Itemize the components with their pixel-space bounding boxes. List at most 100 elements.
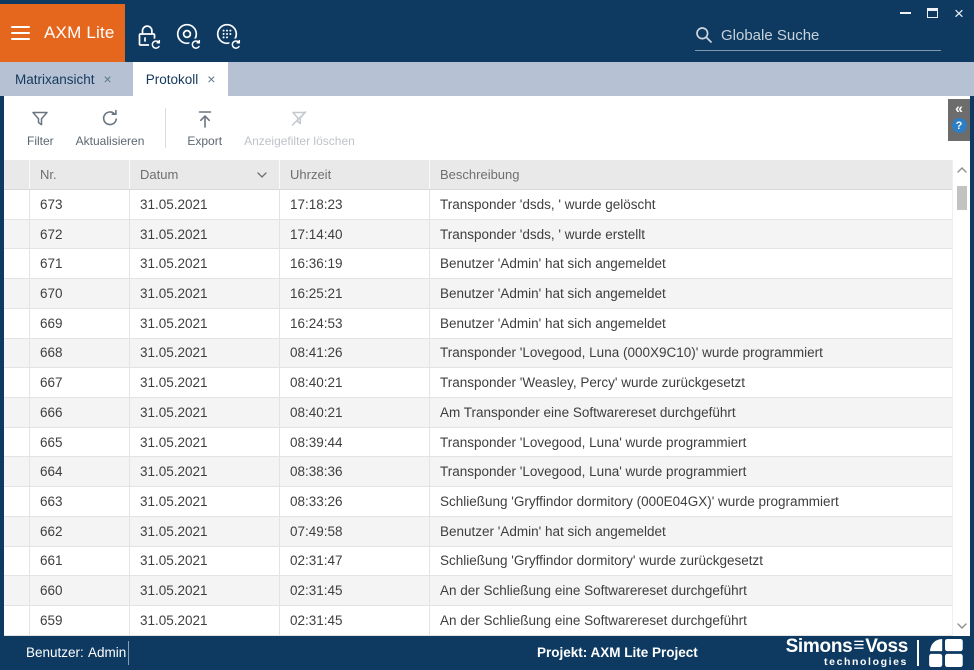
export-button[interactable]: Export	[176, 109, 233, 148]
table-row[interactable]: 667 31.05.2021 08:40:21 Transponder 'Wea…	[4, 368, 952, 399]
search-placeholder: Globale Suche	[721, 26, 820, 44]
transponder-sync-icon[interactable]	[174, 21, 204, 53]
lock-sync-icon[interactable]	[134, 21, 164, 53]
row-marker	[4, 457, 30, 487]
maximize-icon	[926, 8, 938, 18]
table-row[interactable]: 659 31.05.2021 02:31:45 An der Schließun…	[4, 606, 952, 636]
table-row[interactable]: 669 31.05.2021 16:24:53 Benutzer 'Admin'…	[4, 308, 952, 339]
table-row[interactable]: 670 31.05.2021 16:25:21 Benutzer 'Admin'…	[4, 279, 952, 309]
cell-beschreibung: Transponder 'Lovegood, Luna' wurde progr…	[440, 434, 747, 450]
table-row[interactable]: 662 31.05.2021 07:49:58 Benutzer 'Admin'…	[4, 516, 952, 547]
refresh-button[interactable]: Aktualisieren	[65, 109, 156, 148]
column-header-uhrzeit[interactable]: Uhrzeit	[280, 160, 430, 189]
cell-nr: 661	[30, 546, 130, 576]
cell-beschreibung: Transponder 'Lovegood, Luna (000X9C10)' …	[440, 345, 823, 361]
menu-icon[interactable]	[11, 26, 30, 40]
title-bar: AXM Lite	[0, 0, 974, 62]
cell-nr: 662	[30, 516, 130, 546]
table-row[interactable]: 672 31.05.2021 17:14:40 Transponder 'dsd…	[4, 219, 952, 250]
cell-uhrzeit: 08:40:21	[280, 398, 430, 427]
main-content: Filter Aktualisieren	[4, 96, 970, 636]
cell-datum: 31.05.2021	[130, 427, 280, 457]
row-marker	[4, 368, 30, 398]
cell-datum: 31.05.2021	[130, 606, 280, 635]
cell-beschreibung: Transponder 'dsds, ' wurde gelöscht	[440, 196, 656, 212]
table-row[interactable]: 673 31.05.2021 17:18:23 Transponder 'dsd…	[4, 190, 952, 220]
row-marker	[4, 576, 30, 606]
tab-label: Matrixansicht	[15, 71, 95, 87]
pincode-sync-icon[interactable]	[214, 21, 244, 53]
row-marker-header	[4, 160, 30, 189]
toolbar-separator	[165, 108, 167, 148]
global-search-input[interactable]: Globale Suche	[695, 26, 941, 51]
help-icon[interactable]: ?	[951, 118, 967, 133]
table-row[interactable]: 665 31.05.2021 08:39:44 Transponder 'Lov…	[4, 427, 952, 458]
cell-nr: 671	[30, 249, 130, 279]
app-logo-block: AXM Lite	[0, 4, 125, 62]
clear-filter-button[interactable]: Anzeigefilter löschen	[233, 109, 366, 148]
cell-nr: 670	[30, 279, 130, 308]
tab-protokoll[interactable]: Protokoll ×	[132, 62, 229, 96]
cell-beschreibung: Benutzer 'Admin' hat sich angemeldet	[440, 256, 666, 272]
cell-uhrzeit: 07:49:58	[280, 516, 430, 546]
cell-datum: 31.05.2021	[130, 546, 280, 576]
column-header-nr[interactable]: Nr.	[30, 160, 130, 189]
row-marker	[4, 249, 30, 279]
simonsvoss-logo-icon	[924, 639, 966, 667]
tab-close-icon[interactable]: ×	[207, 71, 216, 87]
cell-beschreibung: Transponder 'Weasley, Percy' wurde zurüc…	[440, 375, 746, 391]
filter-button[interactable]: Filter	[16, 109, 65, 148]
collapse-icon[interactable]: «	[955, 100, 963, 116]
brand-separator	[917, 640, 919, 666]
cell-datum: 31.05.2021	[130, 308, 280, 338]
cell-datum: 31.05.2021	[130, 516, 280, 546]
column-header-datum[interactable]: Datum	[130, 160, 280, 189]
table-row[interactable]: 668 31.05.2021 08:41:26 Transponder 'Lov…	[4, 338, 952, 369]
cell-uhrzeit: 16:25:21	[280, 279, 430, 308]
row-marker	[4, 219, 30, 249]
scroll-up-icon[interactable]	[957, 167, 967, 173]
scrollbar-thumb[interactable]	[956, 186, 967, 210]
row-marker	[4, 190, 30, 219]
table-row[interactable]: 664 31.05.2021 08:38:36 Transponder 'Lov…	[4, 457, 952, 488]
tab-bar: Matrixansicht × Protokoll ×	[0, 62, 974, 96]
search-icon	[695, 26, 713, 44]
column-header-beschreibung[interactable]: Beschreibung	[440, 167, 520, 182]
refresh-icon	[99, 109, 121, 129]
minimize-button[interactable]	[896, 5, 914, 21]
table-row[interactable]: 660 31.05.2021 02:31:45 An der Schließun…	[4, 576, 952, 607]
row-marker	[4, 338, 30, 368]
protocol-table: Nr. Datum Uhrzeit Beschreibung 673 31.05…	[4, 160, 952, 636]
vertical-scrollbar[interactable]	[952, 160, 970, 636]
app-title: AXM Lite	[44, 23, 115, 42]
clear-filter-icon	[288, 109, 310, 129]
row-marker	[4, 546, 30, 576]
row-marker	[4, 606, 30, 635]
table-row[interactable]: 666 31.05.2021 08:40:21 Am Transponder e…	[4, 398, 952, 428]
user-value: Admin	[88, 645, 127, 660]
project-label: Projekt: AXM Lite Project	[537, 645, 698, 660]
scroll-down-icon[interactable]	[957, 623, 967, 629]
table-row[interactable]: 661 31.05.2021 02:31:47 Schließung 'Gryf…	[4, 546, 952, 577]
filter-icon	[29, 109, 51, 129]
cell-datum: 31.05.2021	[130, 338, 280, 368]
brand-bars-icon: ≡	[853, 635, 865, 656]
maximize-button[interactable]	[923, 5, 941, 21]
cell-uhrzeit: 02:31:47	[280, 546, 430, 576]
row-marker	[4, 427, 30, 457]
minimize-icon	[899, 12, 911, 14]
cell-datum: 31.05.2021	[130, 398, 280, 427]
cell-uhrzeit: 08:40:21	[280, 368, 430, 398]
cell-nr: 668	[30, 338, 130, 368]
cell-datum: 31.05.2021	[130, 279, 280, 308]
tab-close-icon[interactable]: ×	[103, 71, 112, 87]
cell-nr: 659	[30, 606, 130, 635]
table-row[interactable]: 663 31.05.2021 08:33:26 Schließung 'Gryf…	[4, 487, 952, 517]
cell-datum: 31.05.2021	[130, 457, 280, 487]
close-button[interactable]: ×	[950, 5, 968, 22]
flyout-handle[interactable]: « ?	[948, 99, 970, 141]
table-row[interactable]: 671 31.05.2021 16:36:19 Benutzer 'Admin'…	[4, 249, 952, 280]
tab-matrixansicht[interactable]: Matrixansicht ×	[2, 62, 125, 96]
cell-nr: 669	[30, 308, 130, 338]
